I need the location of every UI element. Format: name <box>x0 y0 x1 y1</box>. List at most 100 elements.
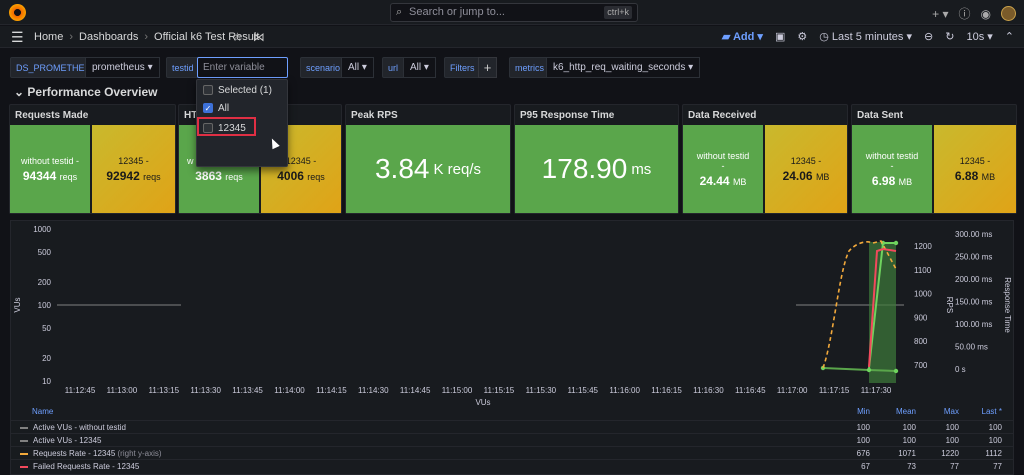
stat-label: 12345 - <box>959 155 991 166</box>
y-rt-axis-label: Response Time <box>1003 277 1012 333</box>
x-tick-label: 11:13:45 <box>232 386 263 395</box>
share-icon[interactable]: ⋈ <box>252 30 265 44</box>
refresh-icon[interactable]: ↻ <box>945 31 955 43</box>
legend-col-name[interactable]: Name <box>32 407 54 416</box>
x-tick-label: 11:13:00 <box>107 386 138 395</box>
testid-variable-input[interactable]: Enter variable value <box>197 57 288 92</box>
legend-mean: 73 <box>907 462 916 471</box>
url-variable-value: All <box>410 62 422 73</box>
x-tick-label: 11:13:30 <box>190 386 221 395</box>
stat-value: 92942 <box>106 168 140 183</box>
ds-variable-select[interactable]: prometheus ▾ <box>85 57 160 78</box>
y-rps-tick-label: 1200 <box>914 242 932 251</box>
menu-icon[interactable]: ☰ <box>11 29 24 45</box>
plus-icon[interactable]: + ▾ <box>932 6 949 21</box>
legend-min: 676 <box>856 449 870 458</box>
stat-label: 12345 - <box>285 155 317 166</box>
star-icon[interactable]: ☆ <box>232 30 243 44</box>
legend-min: 100 <box>856 436 870 445</box>
stat-value: 4006 <box>277 168 304 183</box>
dropdown-option-12345[interactable]: 12345 <box>203 121 246 135</box>
legend-row[interactable]: Requests Rate - 12345 (right y-axis) 676… <box>10 446 1014 459</box>
breadcrumb: Home › Dashboards › Official k6 Test Res… <box>34 31 259 43</box>
metrics-variable-label: metrics <box>509 57 550 78</box>
gear-icon[interactable]: ⚙ <box>797 31 808 43</box>
zoom-out-icon[interactable]: ⊖ <box>924 31 934 43</box>
panel-title: Requests Made <box>15 110 89 121</box>
stat-value: 6.98 <box>871 173 896 188</box>
save-icon[interactable]: ▣ <box>774 31 786 43</box>
filters-label: Filters <box>444 57 481 78</box>
series-name-wrap: Requests Rate - 12345 (right y-axis) <box>33 449 162 458</box>
scenario-variable-value: All <box>348 62 360 73</box>
breadcrumb-current: Official k6 Test Result <box>154 31 260 43</box>
stat-dash: - <box>890 160 894 171</box>
breadcrumb-home[interactable]: Home <box>34 31 64 43</box>
legend-mean: 100 <box>902 423 916 432</box>
stat-label: without testid <box>865 150 919 161</box>
stat-p95: 178.90 ms <box>515 125 678 213</box>
y-rps-tick-label: 900 <box>914 313 928 322</box>
scenario-variable-select[interactable]: All ▾ <box>341 57 374 78</box>
add-button[interactable]: ▰ Add ▾ <box>721 31 763 43</box>
series-name: Failed Requests Rate - 12345 <box>33 462 140 471</box>
avatar[interactable] <box>1001 6 1016 21</box>
refresh-interval[interactable]: 10s ▾ <box>966 31 993 43</box>
stat-value: 24.06 <box>782 168 813 183</box>
y-rps-axis-label: RPS <box>945 297 954 313</box>
legend-row[interactable]: Failed Requests Rate - 12345 67 73 77 77 <box>10 459 1014 472</box>
row-title-label: Performance Overview <box>27 85 158 99</box>
legend-row[interactable]: Active VUs - without testid 100 100 100 … <box>10 420 1014 433</box>
search-input[interactable]: ⌕ Search or jump to... ctrl+k <box>390 3 638 22</box>
breadcrumb-dashboards[interactable]: Dashboards <box>79 31 139 43</box>
legend-max: 77 <box>950 462 959 471</box>
stat-received-12345: 12345 - 24.06 MB <box>765 125 847 213</box>
x-tick-label: 11:13:15 <box>149 386 180 395</box>
legend-col-last[interactable]: Last * <box>981 407 1002 416</box>
help-icon[interactable]: ⓘ <box>958 7 971 21</box>
checkbox-icon <box>203 85 213 95</box>
series-point <box>893 240 899 246</box>
stat-unit: reqs <box>225 171 243 182</box>
legend-mean: 1071 <box>898 449 916 458</box>
x-tick-label: 11:12:45 <box>65 386 96 395</box>
legend-col-min[interactable]: Min <box>857 407 870 416</box>
testid-variable-label: testid <box>166 57 200 78</box>
panel-title: P95 Response Time <box>520 110 615 121</box>
legend-col-max[interactable]: Max <box>943 407 959 416</box>
y-rt-tick-label: 50.00 ms <box>955 343 988 352</box>
x-tick-label: 11:14:00 <box>274 386 305 395</box>
y-left-tick-label: 200 <box>38 278 52 287</box>
stat-value: 3863 <box>195 168 222 183</box>
dropdown-selected-count[interactable]: Selected (1) <box>203 83 272 97</box>
timeseries-chart[interactable]: 1000 500 200 100 50 20 10 VUs 11:12:45 11:13:00 11… <box>11 221 1015 411</box>
stat-label: 12345 - <box>790 155 822 166</box>
refresh-interval-label: 10s <box>966 31 985 43</box>
y-left-axis-label: VUs <box>13 297 22 312</box>
rss-icon[interactable]: ◉ <box>980 6 991 21</box>
timeseries-panel: 1000 500 200 100 50 20 10 VUs 11:12:45 11:13:00 11… <box>10 220 1014 475</box>
time-range-picker[interactable]: ◷ Last 5 minutes ▾ <box>819 31 913 43</box>
nav-bar: ☰ Home › Dashboards › Official k6 Test R… <box>0 26 1024 48</box>
metrics-variable-select[interactable]: k6_http_req_waiting_seconds ▾ <box>546 57 701 78</box>
add-filter-button[interactable]: + <box>478 57 497 78</box>
stat-label: 12345 - <box>118 155 149 166</box>
grafana-logo-icon[interactable] <box>9 4 26 21</box>
dropdown-option-all[interactable]: ✓ All <box>203 101 229 115</box>
add-label: Add <box>732 31 755 43</box>
series-swatch <box>20 440 28 442</box>
legend-row[interactable]: Active VUs - 12345 100 100 100 100 <box>10 433 1014 446</box>
row-title[interactable]: ⌄ Performance Overview <box>14 85 158 99</box>
x-tick-label: 11:14:15 <box>316 386 347 395</box>
stat-sent-12345: 12345 - 6.88 MB <box>934 125 1016 213</box>
x-axis-label: VUs <box>475 398 490 407</box>
collapse-icon[interactable]: ⌃ <box>1004 31 1014 43</box>
url-variable-select[interactable]: All ▾ <box>403 57 436 78</box>
y-rt-tick-label: 250.00 ms <box>955 253 992 262</box>
stat-label: without testid <box>696 150 750 161</box>
y-left-tick-label: 100 <box>38 301 52 310</box>
scenario-variable-label: scenario <box>300 57 347 78</box>
y-left-tick-label: 1000 <box>33 225 51 234</box>
legend-col-mean[interactable]: Mean <box>895 407 916 416</box>
top-bar: ⌕ Search or jump to... ctrl+k + ▾ ⓘ ◉ <box>0 0 1024 25</box>
